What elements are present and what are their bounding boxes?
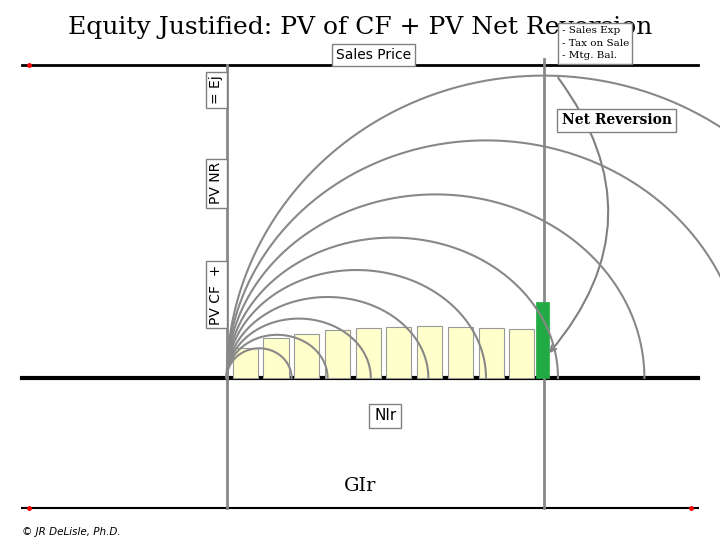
Text: = Ej: = Ej bbox=[210, 76, 223, 104]
Text: Equity Justified: PV of CF + PV Net Reversion: Equity Justified: PV of CF + PV Net Reve… bbox=[68, 16, 652, 39]
Bar bbox=[294, 334, 319, 378]
Bar bbox=[233, 348, 258, 378]
Bar bbox=[356, 328, 381, 378]
Bar bbox=[509, 329, 534, 378]
Bar bbox=[479, 328, 504, 378]
Bar bbox=[536, 302, 549, 378]
Text: Sales Price: Sales Price bbox=[336, 48, 411, 62]
Text: Net Reversion: Net Reversion bbox=[562, 113, 672, 127]
Bar bbox=[448, 327, 473, 378]
Bar bbox=[325, 330, 350, 378]
Text: PV NR: PV NR bbox=[210, 162, 223, 204]
Bar bbox=[386, 327, 412, 378]
Text: - Sales Exp
- Tax on Sale
- Mtg. Bal.: - Sales Exp - Tax on Sale - Mtg. Bal. bbox=[562, 26, 629, 60]
Bar bbox=[417, 326, 442, 378]
Text: © JR DeLisle, Ph.D.: © JR DeLisle, Ph.D. bbox=[22, 527, 120, 537]
Text: PV CF  +: PV CF + bbox=[210, 265, 223, 325]
Text: GIr: GIr bbox=[344, 477, 376, 495]
Text: NIr: NIr bbox=[374, 408, 396, 423]
Bar bbox=[264, 338, 289, 378]
